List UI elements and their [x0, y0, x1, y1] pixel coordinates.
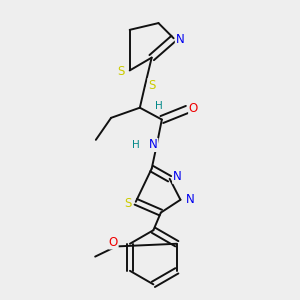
Text: N: N	[173, 170, 182, 183]
Text: N: N	[176, 33, 184, 46]
Text: S: S	[148, 79, 155, 92]
Text: S: S	[125, 196, 132, 210]
Text: H: H	[132, 140, 140, 150]
Text: H: H	[154, 101, 162, 111]
Text: S: S	[118, 64, 125, 78]
Text: O: O	[109, 236, 118, 249]
Text: N: N	[186, 193, 194, 206]
Text: O: O	[189, 102, 198, 115]
Text: N: N	[149, 138, 158, 152]
